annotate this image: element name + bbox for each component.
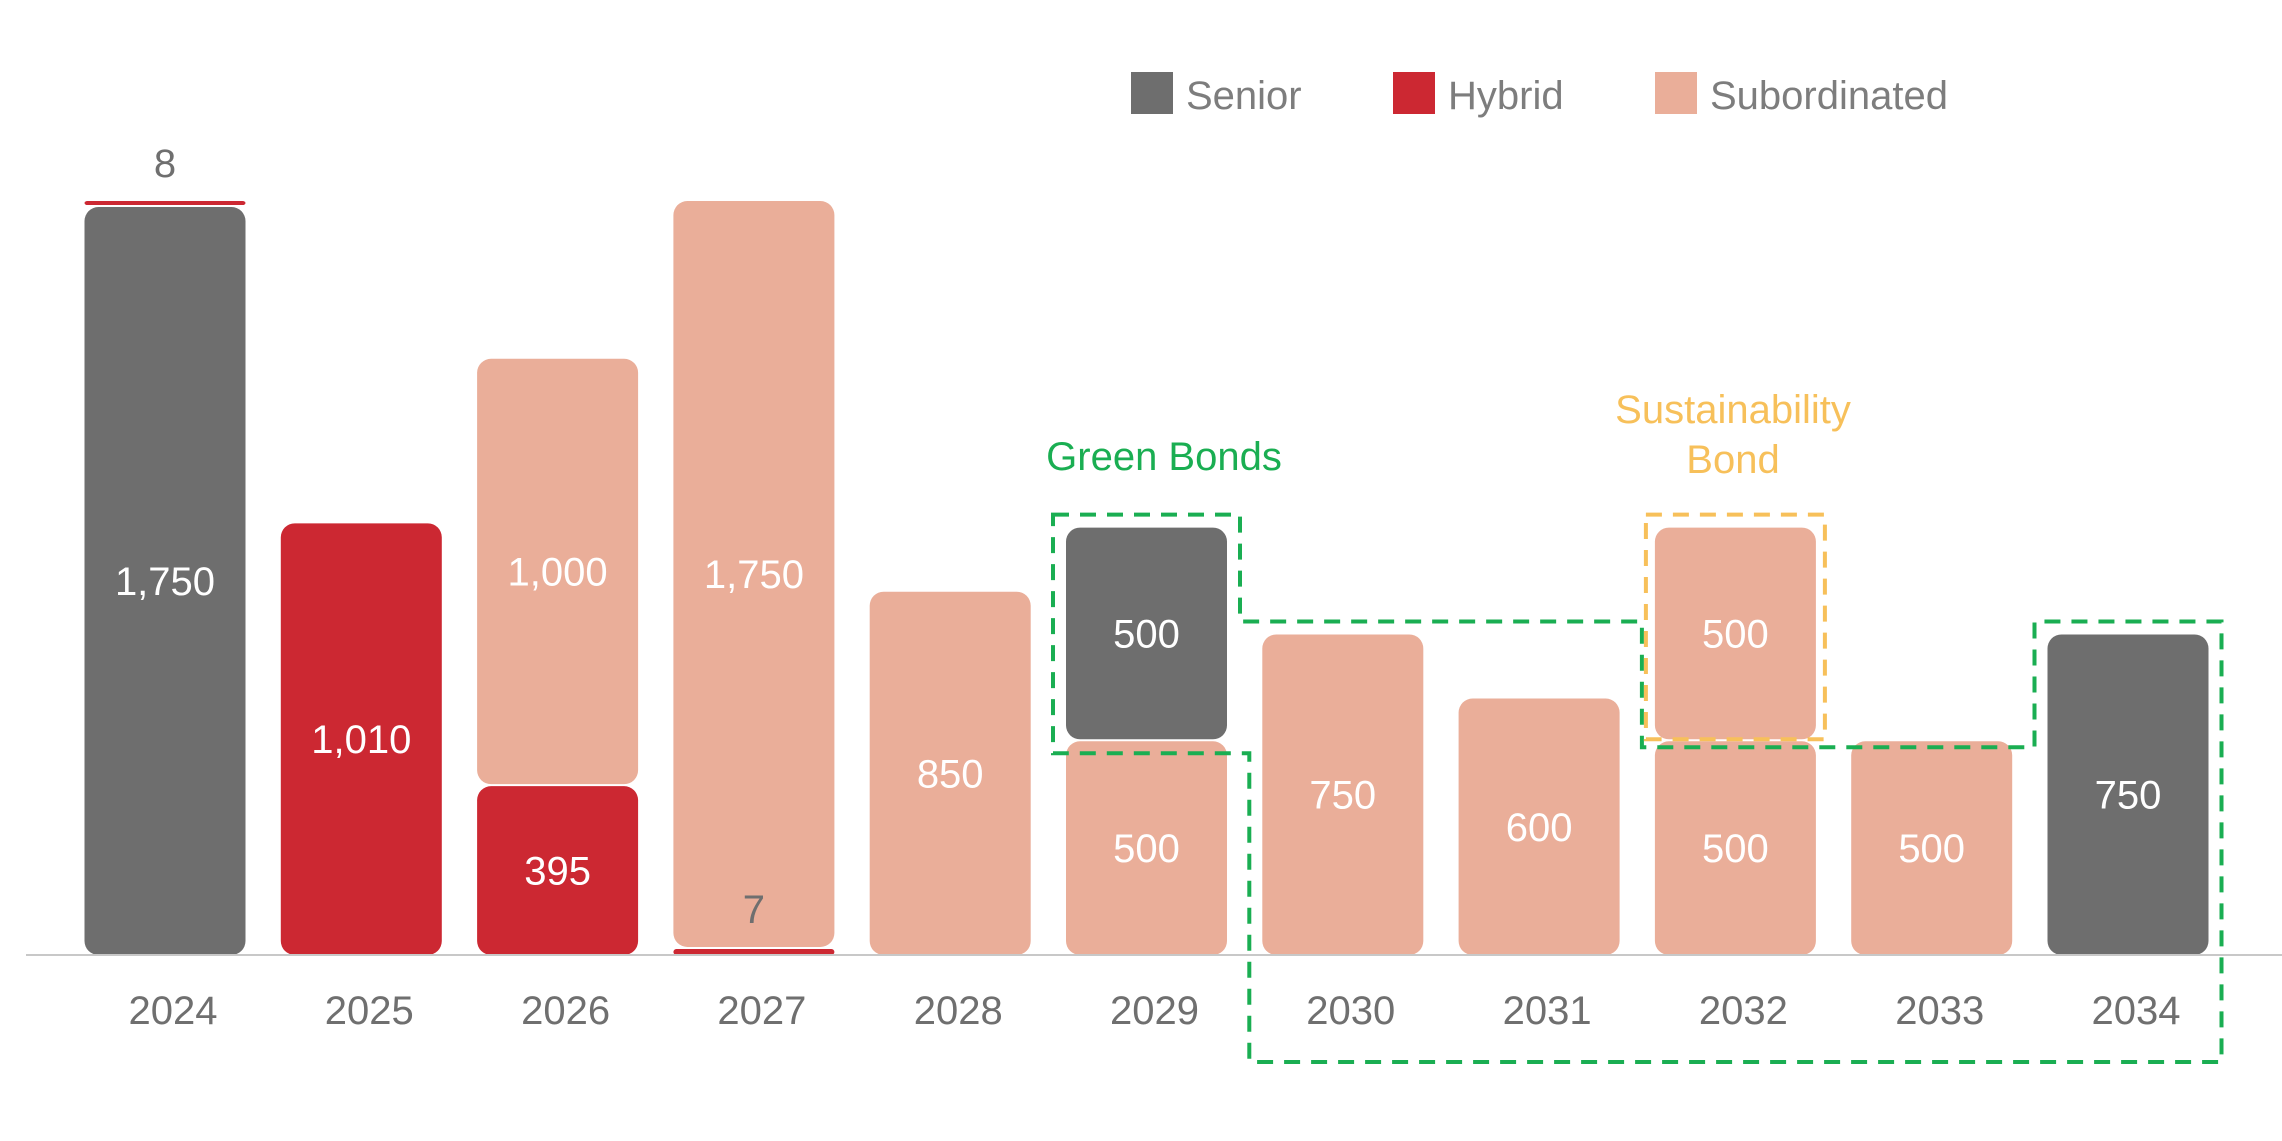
bar-label-2033-subordinated: 500 xyxy=(1898,827,1965,871)
bar-label-2032-subordinated: 500 xyxy=(1702,827,1769,871)
bar-2024-hybrid xyxy=(84,201,246,206)
segment-labels-layer: 1,750 8 1,010 395 1,000 7 1,750 850 500 500 750 600… xyxy=(115,142,2161,932)
sustainability-bond-label-line-2: Bond xyxy=(1686,438,1779,482)
bar-label-2030-subordinated: 750 xyxy=(1309,774,1376,818)
legend-label-senior: Senior xyxy=(1186,74,1302,118)
bar-label-2027-subordinated: 1,750 xyxy=(704,553,804,597)
bar-2032-subordinated xyxy=(1654,527,1816,740)
bar-2026-subordinated xyxy=(477,358,639,785)
x-tick-label-2031: 2031 xyxy=(1503,989,1592,1033)
legend-swatch-senior xyxy=(1131,72,1173,114)
green-bonds-label: Green Bonds xyxy=(1046,435,1282,479)
bar-2024-senior xyxy=(84,207,246,956)
x-tick-label-2033: 2033 xyxy=(1895,989,1984,1033)
legend-label-hybrid: Hybrid xyxy=(1448,74,1564,118)
x-tick-label-2029: 2029 xyxy=(1110,989,1199,1033)
bar-label-2028-subordinated: 850 xyxy=(917,752,984,796)
bar-2033-subordinated xyxy=(1851,741,2013,955)
x-tick-label-2034: 2034 xyxy=(2092,989,2181,1033)
x-tick-label-2032: 2032 xyxy=(1699,989,1788,1033)
bar-2029-senior xyxy=(1066,527,1227,740)
x-tick-labels-layer: 2024 2025 2026 2027 2028 2029 2030 2031 2032 2033… xyxy=(129,989,2181,1033)
bar-label-2034-senior: 750 xyxy=(2095,774,2162,818)
bar-label-2031-subordinated: 600 xyxy=(1506,806,1573,850)
bar-2027-subordinated xyxy=(673,201,835,948)
sustainability-bond-label-line-1: Sustainability xyxy=(1615,388,1851,432)
bar-2034-senior xyxy=(2047,634,2209,955)
x-tick-label-2027: 2027 xyxy=(717,989,806,1033)
bar-2029-subordinated xyxy=(1066,741,1227,955)
bar-label-2027-hybrid: 7 xyxy=(743,888,765,932)
bars-layer xyxy=(84,201,2209,956)
bar-2028-subordinated xyxy=(869,591,1031,955)
bar-label-2032-subordinated: 500 xyxy=(1702,612,1769,656)
x-tick-label-2028: 2028 xyxy=(914,989,1003,1033)
bar-label-2024-hybrid: 8 xyxy=(154,142,176,186)
x-tick-label-2024: 2024 xyxy=(129,989,218,1033)
legend: Senior Hybrid Subordinated xyxy=(1131,72,1948,118)
bar-2025-hybrid xyxy=(280,523,442,955)
bar-label-2026-subordinated: 1,000 xyxy=(508,550,608,594)
legend-swatch-hybrid xyxy=(1393,72,1435,114)
green-bonds-outline xyxy=(1051,512,2224,1064)
bar-2030-subordinated xyxy=(1262,634,1424,955)
bar-2031-subordinated xyxy=(1458,698,1620,955)
bar-2026-hybrid xyxy=(477,786,639,955)
legend-swatch-subordinated xyxy=(1655,72,1697,114)
x-tick-label-2025: 2025 xyxy=(325,989,414,1033)
bar-2027-hybrid xyxy=(673,949,835,955)
bar-label-2025-hybrid: 1,010 xyxy=(311,718,411,762)
x-tick-label-2026: 2026 xyxy=(521,989,610,1033)
legend-label-subordinated: Subordinated xyxy=(1710,74,1948,118)
annotations-layer: Green Bonds Sustainability Bond xyxy=(1046,388,2224,1064)
bar-label-2024-senior: 1,750 xyxy=(115,560,215,604)
bar-label-2029-senior: 500 xyxy=(1113,612,1180,656)
x-tick-label-2030: 2030 xyxy=(1306,989,1395,1033)
bar-label-2026-hybrid: 395 xyxy=(524,850,591,894)
bar-2032-subordinated xyxy=(1654,741,1816,955)
bar-label-2029-subordinated: 500 xyxy=(1113,827,1180,871)
sustainability-bond-outline xyxy=(1643,512,1827,742)
